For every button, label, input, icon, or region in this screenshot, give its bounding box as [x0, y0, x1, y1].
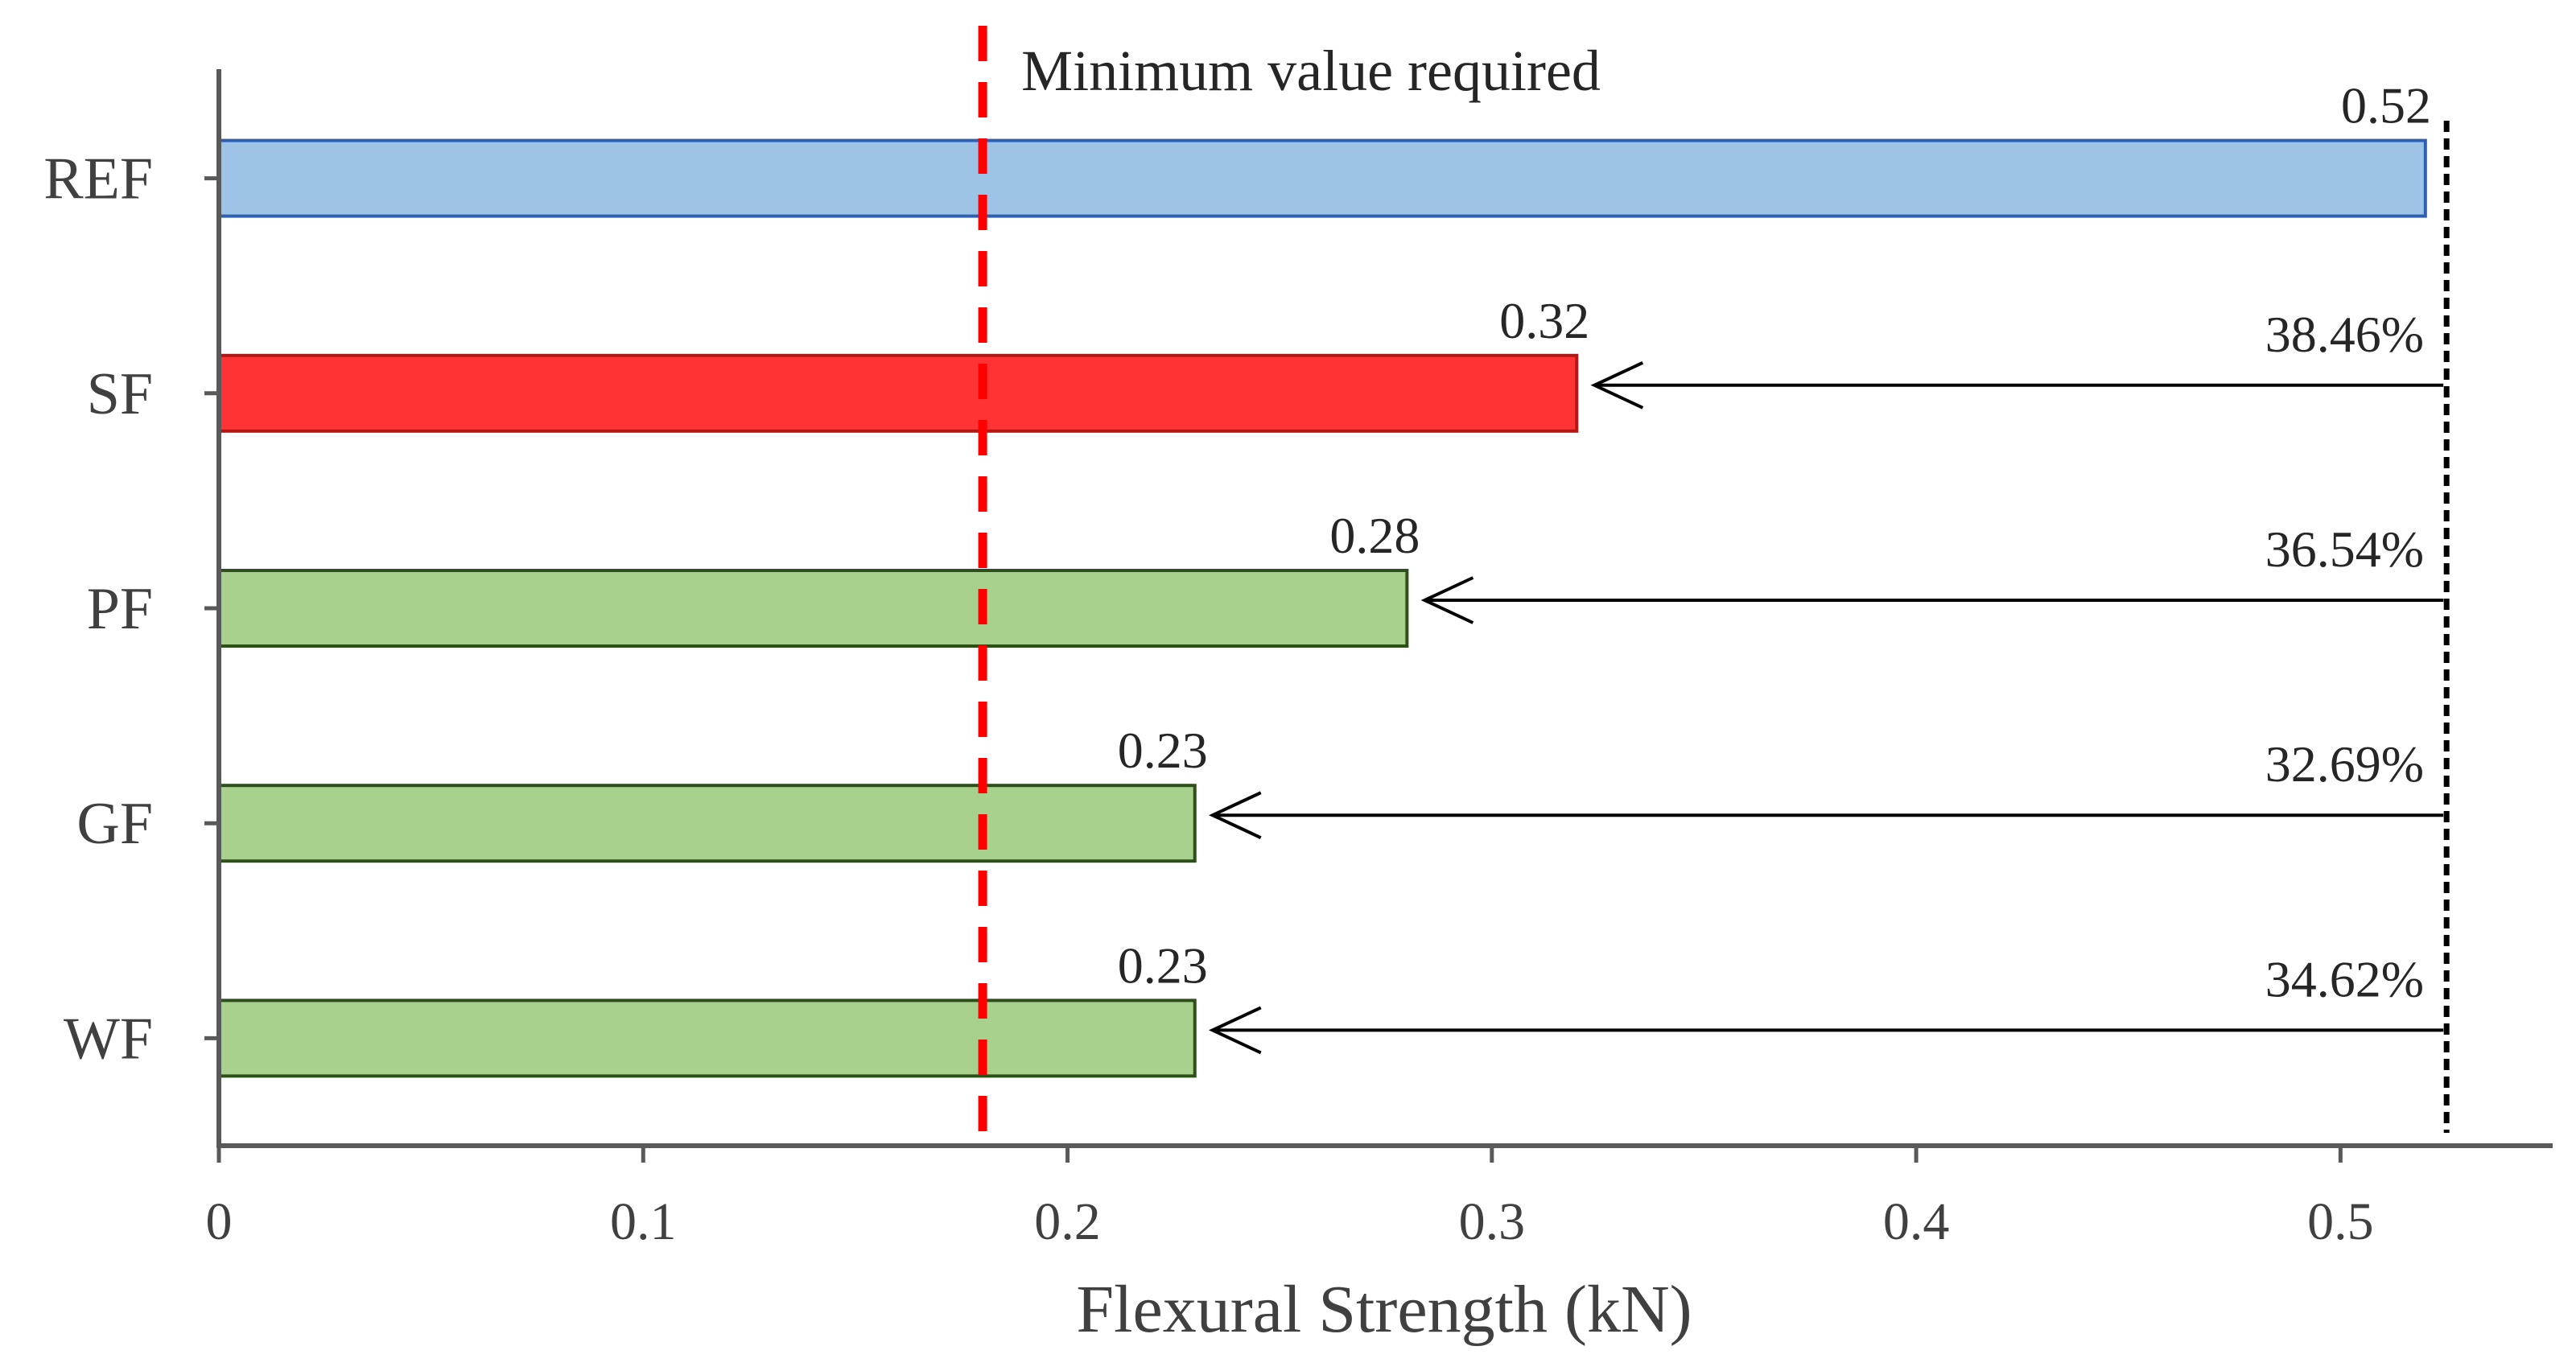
value-label-gf: 0.23 [1118, 722, 1208, 779]
value-label-sf: 0.32 [1499, 292, 1589, 349]
value-label-ref: 0.52 [2341, 77, 2431, 134]
threshold-label: Minimum value required [1021, 39, 1601, 103]
bar-wf [217, 998, 1197, 1078]
value-label-wf: 0.23 [1118, 937, 1208, 994]
category-label-gf: GF [76, 791, 153, 857]
bar-gf [217, 784, 1197, 863]
x-tick-label: 0.3 [1459, 1192, 1526, 1251]
reduction-arrowhead-sf [1590, 360, 1644, 410]
reduction-percent-pf: 36.54% [2265, 521, 2424, 578]
reduction-percent-sf: 38.46% [2265, 306, 2424, 363]
x-tick-label: 0 [206, 1192, 233, 1251]
reduction-arrows-layer [1208, 121, 2450, 1133]
category-label-sf: SF [87, 361, 153, 427]
x-tick-label: 0.5 [2307, 1192, 2374, 1251]
category-label-wf: WF [64, 1006, 153, 1072]
category-label-pf: PF [87, 576, 153, 642]
reduction-arrowhead-pf [1420, 576, 1474, 624]
reduction-percent-wf: 34.62% [2265, 950, 2424, 1007]
category-label-ref: REF [43, 146, 153, 212]
bar-ref [217, 138, 2427, 218]
x-axis-title: Flexural Strength (kN) [1076, 1272, 1692, 1347]
axes-layer [204, 69, 2553, 1163]
bar-pf [217, 569, 1409, 648]
x-tick-label: 0.1 [610, 1192, 677, 1251]
value-label-pf: 0.28 [1329, 507, 1420, 564]
x-tick-label: 0.2 [1034, 1192, 1101, 1251]
x-tick-label: 0.4 [1883, 1192, 1950, 1251]
reduction-percent-gf: 32.69% [2265, 735, 2424, 793]
reduction-arrowhead-gf [1208, 791, 1262, 840]
labels-layer: REF 0.52 SF 0.32 PF 0.28 GF 0.23 WF 0.23 Minimum v… [43, 39, 2431, 1347]
bar-sf [217, 353, 1579, 433]
reduction-arrowhead-wf [1208, 1006, 1262, 1055]
bars-layer [217, 26, 2427, 1146]
